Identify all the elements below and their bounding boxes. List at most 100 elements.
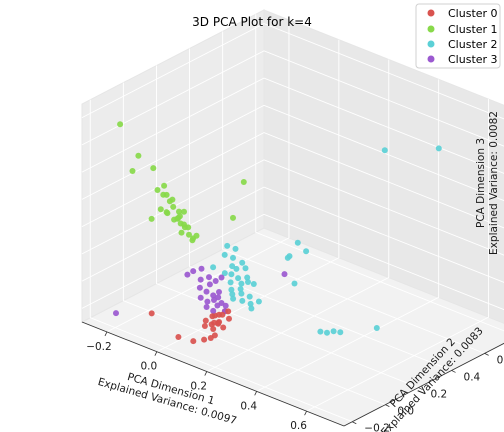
point-cluster-2 xyxy=(255,298,262,305)
gridline-z xyxy=(81,213,504,311)
gridline-x xyxy=(256,79,440,392)
y-tick-label: 0.4 xyxy=(464,371,481,383)
point-cluster-1 xyxy=(154,187,161,193)
point-cluster-3 xyxy=(211,297,217,303)
legend-label-cluster-1: Cluster 1 xyxy=(448,23,498,36)
y-tick-label: −0.2 xyxy=(364,423,390,432)
point-cluster-2 xyxy=(227,279,234,286)
point-cluster-2 xyxy=(337,329,344,336)
z-axis-label: PCA Dimension 3 Explained Variance: 0.00… xyxy=(475,111,500,255)
point-cluster-2 xyxy=(235,275,242,282)
gridline-z xyxy=(81,159,504,256)
point-cluster-2 xyxy=(330,328,337,335)
point-cluster-0 xyxy=(175,334,182,340)
point-cluster-2 xyxy=(230,254,236,261)
axis-lines xyxy=(81,321,504,427)
gridline-y xyxy=(122,82,386,406)
point-cluster-1 xyxy=(230,214,236,221)
point-cluster-1 xyxy=(170,203,177,210)
point-cluster-2 xyxy=(317,328,324,335)
point-cluster-3 xyxy=(196,284,203,291)
point-cluster-2 xyxy=(210,264,217,271)
point-cluster-1 xyxy=(166,198,173,205)
gridline-y xyxy=(156,65,419,388)
data-points xyxy=(113,121,442,345)
point-cluster-1 xyxy=(185,224,192,231)
gridline-y xyxy=(255,14,504,332)
point-cluster-3 xyxy=(113,310,119,317)
point-cluster-1 xyxy=(161,182,168,189)
point-cluster-1 xyxy=(148,215,155,222)
point-cluster-3 xyxy=(214,302,221,309)
point-cluster-2 xyxy=(245,279,251,285)
point-cluster-3 xyxy=(206,274,212,281)
point-cluster-2 xyxy=(303,248,310,255)
point-cluster-3 xyxy=(206,281,213,288)
point-cluster-3 xyxy=(184,271,191,278)
point-cluster-3 xyxy=(210,292,217,299)
point-cluster-1 xyxy=(129,168,136,174)
point-cluster-2 xyxy=(373,325,380,331)
gridline-y xyxy=(89,99,353,423)
point-cluster-3 xyxy=(210,307,217,314)
point-cluster-3 xyxy=(197,294,204,301)
point-cluster-0 xyxy=(207,335,214,341)
point-cluster-2 xyxy=(221,270,228,277)
point-cluster-1 xyxy=(163,191,170,198)
point-cluster-0 xyxy=(225,308,232,315)
y-tick-mark xyxy=(352,421,357,425)
point-cluster-1 xyxy=(176,213,183,220)
point-cluster-2 xyxy=(239,259,246,266)
point-cluster-0 xyxy=(201,323,208,329)
y-tick-label: 0.6 xyxy=(497,354,504,366)
point-cluster-2 xyxy=(238,280,245,287)
legend-marker-cluster-2 xyxy=(427,40,435,48)
point-cluster-2 xyxy=(237,286,244,292)
x-tick-mark xyxy=(104,331,108,337)
x-tick-label: −0.2 xyxy=(86,341,112,353)
point-cluster-2 xyxy=(250,281,257,287)
gridline-z xyxy=(81,104,504,202)
point-cluster-1 xyxy=(181,208,187,215)
legend-marker-cluster-0 xyxy=(427,9,435,17)
gridline-z xyxy=(81,186,504,283)
legend-frame xyxy=(415,3,501,69)
point-cluster-2 xyxy=(381,147,388,154)
gridline-y xyxy=(222,31,485,354)
x-tick-label: 0.0 xyxy=(141,361,158,373)
point-cluster-2 xyxy=(247,300,254,307)
point-cluster-1 xyxy=(178,229,185,236)
x-axis-line xyxy=(81,321,345,427)
point-cluster-0 xyxy=(201,336,208,343)
point-cluster-2 xyxy=(291,280,298,287)
y-tick-mark xyxy=(451,370,456,373)
gridlines xyxy=(81,14,504,423)
legend-label-cluster-0: Cluster 0 xyxy=(448,7,498,20)
x-tick-mark xyxy=(304,410,307,416)
x-tick-label: 0.4 xyxy=(240,400,257,412)
tick-labels: −0.20.00.20.40.6−0.20.00.20.40.60.8−0.2−… xyxy=(86,331,504,432)
point-cluster-2 xyxy=(229,263,236,270)
point-cluster-3 xyxy=(203,288,210,295)
point-cluster-2 xyxy=(294,239,301,246)
point-cluster-1 xyxy=(240,179,247,185)
point-cluster-2 xyxy=(246,293,253,300)
x-tick-mark xyxy=(204,371,208,376)
point-cluster-2 xyxy=(244,274,251,281)
point-cluster-3 xyxy=(216,289,222,295)
x-tick-mark xyxy=(254,391,258,396)
gridline-z xyxy=(81,23,504,120)
point-cluster-2 xyxy=(224,242,231,249)
y-tick-mark xyxy=(418,387,423,390)
gridline-x xyxy=(106,19,290,333)
z-axis-label-line1: PCA Dimension 3 xyxy=(475,138,487,228)
point-cluster-0 xyxy=(190,338,197,345)
point-cluster-0 xyxy=(216,319,223,325)
point-cluster-0 xyxy=(226,315,232,322)
gridline-x xyxy=(206,59,390,372)
point-cluster-3 xyxy=(204,298,211,305)
gridline-z xyxy=(81,50,504,147)
point-cluster-3 xyxy=(198,265,205,272)
point-cluster-1 xyxy=(186,231,192,238)
